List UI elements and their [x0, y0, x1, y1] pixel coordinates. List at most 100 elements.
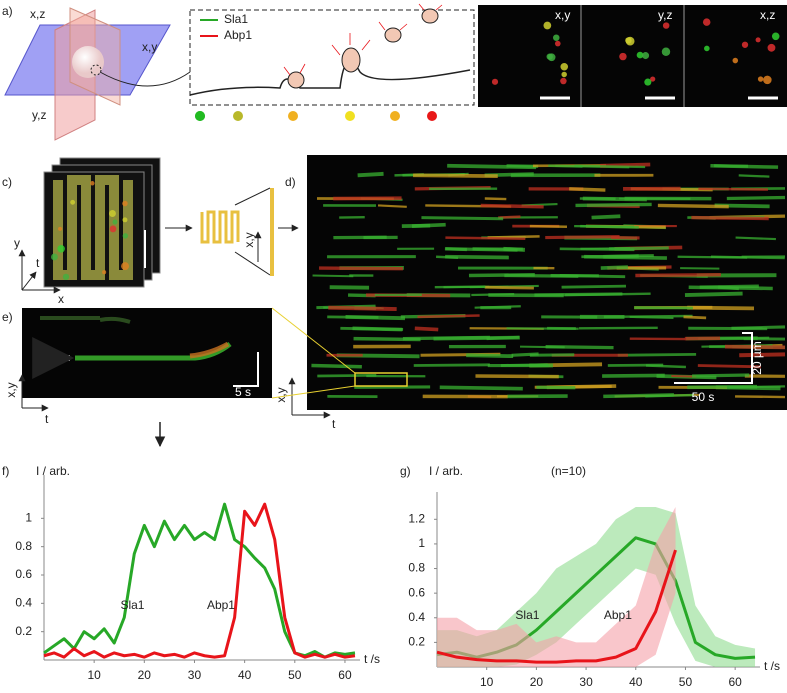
- axis-label: y: [14, 236, 20, 250]
- image: [478, 5, 787, 107]
- spot: [63, 274, 69, 280]
- y-tick-label: 0.4: [408, 610, 425, 624]
- unfold-line: [235, 252, 270, 275]
- spot: [110, 226, 117, 233]
- streak: [485, 199, 507, 200]
- x-tick-label: 30: [188, 668, 202, 682]
- stage-dot: [288, 111, 298, 121]
- spot: [122, 201, 127, 206]
- panel-label: f): [2, 464, 9, 478]
- streak: [562, 286, 626, 287]
- spot: [704, 46, 710, 52]
- y-tick-label: 1: [418, 536, 425, 550]
- streak: [445, 238, 525, 239]
- view-label: y,z: [658, 8, 672, 22]
- streak: [317, 375, 376, 376]
- spot: [58, 227, 62, 231]
- spot: [763, 76, 772, 85]
- spot: [662, 48, 670, 56]
- spot: [123, 233, 128, 238]
- streak: [680, 268, 719, 269]
- streak: [415, 328, 438, 329]
- streak: [311, 366, 361, 367]
- spot: [768, 44, 776, 52]
- streak: [504, 275, 578, 276]
- streak: [445, 257, 509, 258]
- stage-dot: [390, 111, 400, 121]
- series-label: Sla1: [515, 608, 539, 622]
- y-tick-label: 0.2: [15, 624, 32, 638]
- y-axis-label: I / arb.: [429, 464, 463, 478]
- series-label: Abp1: [604, 608, 632, 622]
- streak: [319, 268, 403, 269]
- spot: [555, 41, 561, 47]
- streak: [378, 205, 407, 206]
- panel-label: e): [2, 310, 13, 324]
- axis-label: x,z: [30, 7, 45, 21]
- streak: [353, 328, 403, 329]
- actin: [284, 4, 442, 75]
- streak: [684, 317, 707, 318]
- streak: [736, 238, 776, 239]
- panel-label: a): [2, 4, 13, 18]
- streak: [481, 205, 544, 206]
- streak: [635, 275, 721, 276]
- panel-c: c) y t x x,y: [2, 158, 298, 306]
- streak: [580, 248, 630, 249]
- streak: [618, 354, 696, 355]
- axis-label: y,z: [32, 108, 46, 122]
- streak: [700, 286, 759, 287]
- panel-label: c): [2, 175, 12, 189]
- scale-label: 20 µm: [750, 341, 764, 375]
- streak: [698, 189, 768, 190]
- streak: [581, 255, 653, 256]
- x-tick-label: 20: [530, 675, 544, 688]
- streak: [417, 315, 479, 316]
- line: [44, 504, 355, 657]
- streak: [485, 287, 534, 288]
- axis-label: t: [36, 256, 40, 270]
- spot: [772, 33, 780, 41]
- series-label: Sla1: [120, 598, 144, 612]
- vesicle: [385, 28, 401, 42]
- vesicle: [288, 72, 304, 88]
- streak: [546, 347, 614, 348]
- x-tick-label: 10: [480, 675, 494, 688]
- panel-label: d): [285, 175, 296, 189]
- streak: [602, 375, 665, 376]
- streak: [440, 387, 523, 388]
- x-tick-label: 10: [87, 668, 101, 682]
- spot: [548, 53, 556, 61]
- x-tick-label: 60: [338, 668, 352, 682]
- spot: [492, 79, 498, 85]
- stage-dot: [427, 111, 437, 121]
- spot: [703, 18, 710, 25]
- streak: [328, 308, 396, 309]
- scale-label: 5 s: [235, 385, 251, 399]
- spot: [57, 245, 65, 253]
- panel-d: d) 20 µm 50 s x,y t: [274, 155, 787, 431]
- panel-a: a) x,z x,y y,z Sla1 Abp1: [2, 4, 474, 140]
- spot: [756, 37, 761, 42]
- x-tick-label: 60: [728, 675, 742, 688]
- y-tick-label: 0.8: [408, 561, 425, 575]
- streak: [685, 294, 743, 295]
- spot: [560, 63, 568, 71]
- x-tick-label: 50: [288, 668, 302, 682]
- vesicle: [342, 48, 360, 72]
- streak: [421, 218, 503, 219]
- axis-label: x,y: [142, 40, 157, 54]
- x-tick-label: 40: [238, 668, 252, 682]
- spot: [123, 217, 128, 222]
- spot: [102, 270, 106, 274]
- membrane: [190, 62, 470, 95]
- streak: [530, 226, 567, 227]
- stage-dot: [195, 111, 205, 121]
- streak: [727, 198, 785, 199]
- streak: [574, 166, 645, 167]
- y-tick-label: 0.2: [408, 635, 425, 649]
- streak: [569, 189, 605, 190]
- streak: [358, 174, 384, 175]
- streak: [530, 355, 574, 356]
